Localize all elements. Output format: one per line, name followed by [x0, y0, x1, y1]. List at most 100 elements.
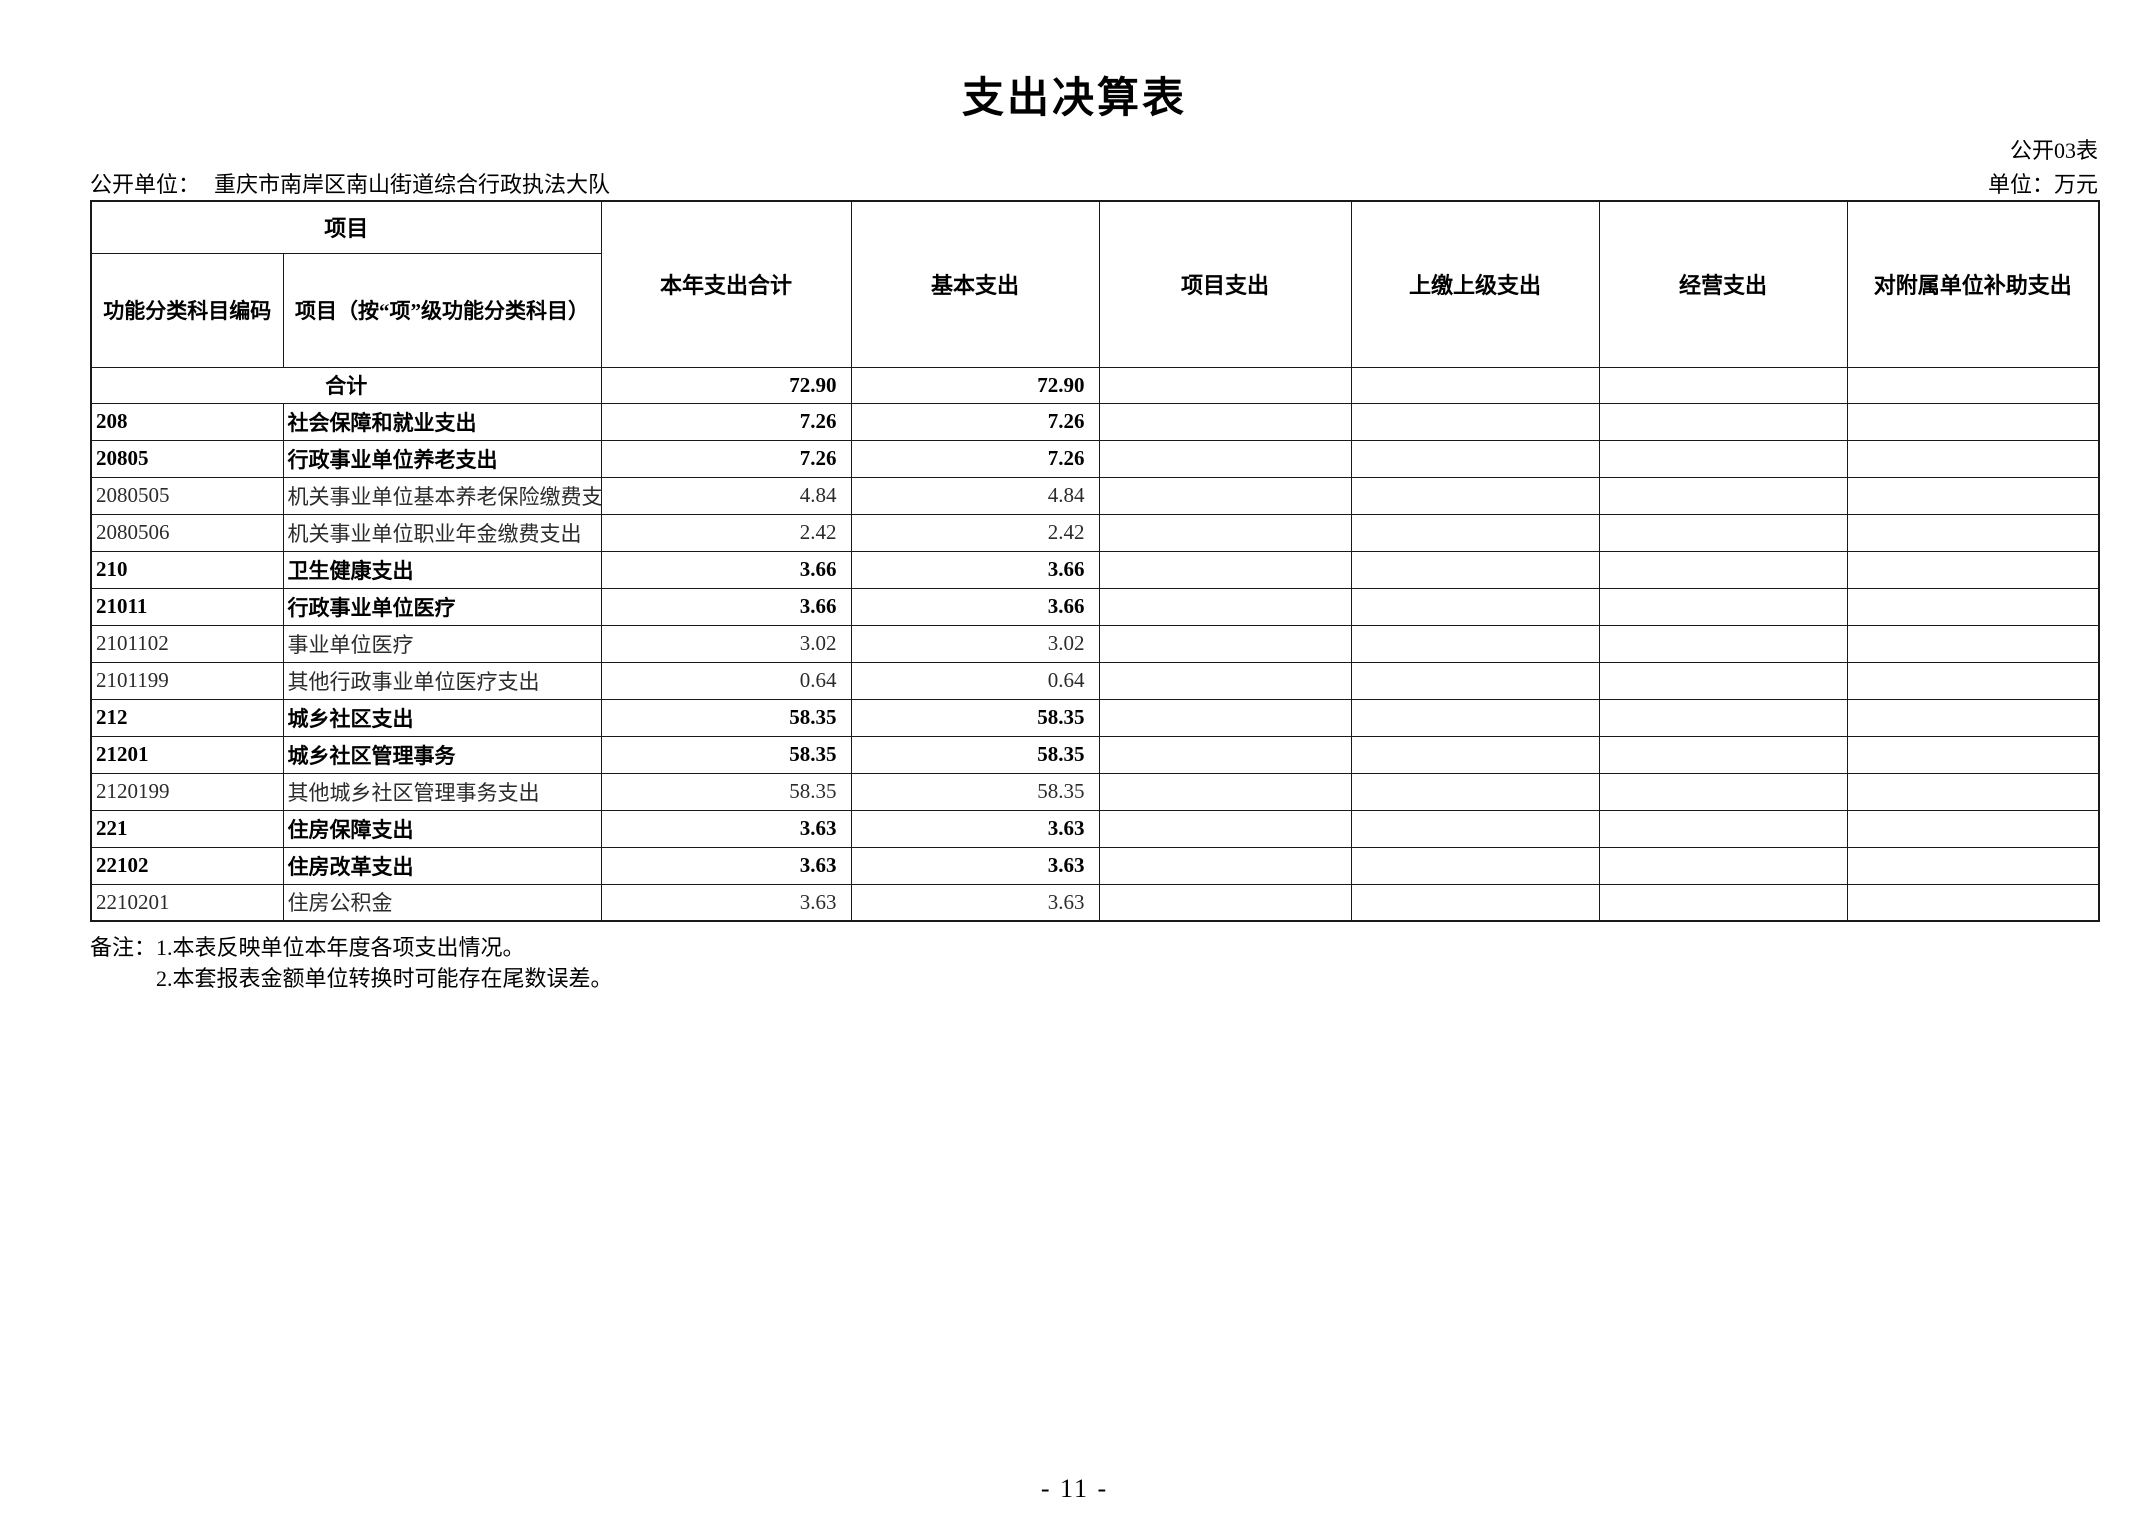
- row-name: 合计: [90, 366, 602, 404]
- row-total-value: 3.66: [600, 550, 852, 589]
- header-operating-expenditure: 经营支出: [1598, 200, 1848, 368]
- row-basic-value: 0.64: [850, 661, 1100, 700]
- row-name: 事业单位医疗: [282, 624, 602, 663]
- row-upper-value: [1350, 366, 1600, 404]
- row-code: 21201: [90, 735, 284, 774]
- publishing-unit-name: 重庆市南岸区南山街道综合行政执法大队: [214, 172, 611, 197]
- table-row: 2101102 事业单位医疗 3.02 3.02: [90, 624, 2100, 663]
- table-header: 项目 本年支出合计 基本支出 项目支出 上缴上级支出 经营支出 对附属单位补助支…: [90, 200, 2100, 368]
- row-basic-value: 58.35: [850, 698, 1100, 737]
- table-code-label: 公开03表: [2009, 138, 2098, 163]
- row-project-value: [1098, 366, 1352, 404]
- row-operating-value: [1598, 439, 1848, 478]
- row-operating-value: [1598, 366, 1848, 404]
- row-basic-value: 4.84: [850, 476, 1100, 515]
- row-subsidy-value: [1846, 883, 2100, 922]
- header-item-name: 项目（按“项”级功能分类科目）: [282, 252, 602, 368]
- header-total-expenditure: 本年支出合计: [600, 200, 852, 368]
- row-upper-value: [1350, 735, 1600, 774]
- table-row: 210 卫生健康支出 3.66 3.66: [90, 550, 2100, 589]
- row-upper-value: [1350, 624, 1600, 663]
- row-project-value: [1098, 402, 1352, 441]
- row-total-value: 3.63: [600, 846, 852, 885]
- row-upper-value: [1350, 439, 1600, 478]
- row-operating-value: [1598, 661, 1848, 700]
- row-code: 2080506: [90, 513, 284, 552]
- header-project-expenditure: 项目支出: [1098, 200, 1352, 368]
- table-row: 2080506 机关事业单位职业年金缴费支出 2.42 2.42: [90, 513, 2100, 552]
- publishing-unit-line: 公开单位： 重庆市南岸区南山街道综合行政执法大队: [90, 172, 610, 198]
- row-basic-value: 3.66: [850, 550, 1100, 589]
- row-name: 其他城乡社区管理事务支出: [282, 772, 602, 811]
- row-total-value: 58.35: [600, 698, 852, 737]
- row-basic-value: 72.90: [850, 366, 1100, 404]
- row-subsidy-value: [1846, 661, 2100, 700]
- row-subsidy-value: [1846, 550, 2100, 589]
- row-subsidy-value: [1846, 587, 2100, 626]
- unit-label: 单位：万元: [1987, 172, 2098, 197]
- row-total-value: 3.63: [600, 809, 852, 848]
- header-project-group: 项目: [90, 200, 602, 254]
- table-row: 208 社会保障和就业支出 7.26 7.26: [90, 402, 2100, 441]
- row-upper-value: [1350, 550, 1600, 589]
- table-body: 合计 72.90 72.90 208 社会保障和就业支出 7.26 7.26 20805 行政事…: [90, 366, 2100, 922]
- row-upper-value: [1350, 809, 1600, 848]
- meta-row: 公开单位： 重庆市南岸区南山街道综合行政执法大队 单位：万元: [90, 172, 2098, 198]
- row-total-value: 2.42: [600, 513, 852, 552]
- row-project-value: [1098, 883, 1352, 922]
- row-project-value: [1098, 772, 1352, 811]
- row-total-value: 58.35: [600, 772, 852, 811]
- row-total-value: 4.84: [600, 476, 852, 515]
- row-project-value: [1098, 846, 1352, 885]
- row-operating-value: [1598, 772, 1848, 811]
- table-row: 20805 行政事业单位养老支出 7.26 7.26: [90, 439, 2100, 478]
- row-project-value: [1098, 661, 1352, 700]
- row-project-value: [1098, 735, 1352, 774]
- row-total-value: 3.02: [600, 624, 852, 663]
- row-name: 社会保障和就业支出: [282, 402, 602, 441]
- row-name: 住房公积金: [282, 883, 602, 922]
- row-basic-value: 7.26: [850, 402, 1100, 441]
- row-project-value: [1098, 476, 1352, 515]
- row-code: 2120199: [90, 772, 284, 811]
- row-subsidy-value: [1846, 439, 2100, 478]
- expenditure-table: 项目 本年支出合计 基本支出 项目支出 上缴上级支出 经营支出 对附属单位补助支…: [90, 200, 2101, 922]
- row-code: 2101102: [90, 624, 284, 663]
- row-total-value: 3.63: [600, 883, 852, 922]
- row-project-value: [1098, 624, 1352, 663]
- table-row-total: 合计 72.90 72.90: [90, 366, 2100, 404]
- table-row: 212 城乡社区支出 58.35 58.35: [90, 698, 2100, 737]
- row-upper-value: [1350, 661, 1600, 700]
- row-upper-value: [1350, 698, 1600, 737]
- row-code: 212: [90, 698, 284, 737]
- row-operating-value: [1598, 735, 1848, 774]
- row-total-value: 3.66: [600, 587, 852, 626]
- row-total-value: 7.26: [600, 439, 852, 478]
- row-project-value: [1098, 809, 1352, 848]
- row-code: 210: [90, 550, 284, 589]
- row-name: 其他行政事业单位医疗支出: [282, 661, 602, 700]
- row-subsidy-value: [1846, 846, 2100, 885]
- row-operating-value: [1598, 698, 1848, 737]
- row-project-value: [1098, 439, 1352, 478]
- row-operating-value: [1598, 587, 1848, 626]
- row-basic-value: 7.26: [850, 439, 1100, 478]
- row-name: 卫生健康支出: [282, 550, 602, 589]
- row-operating-value: [1598, 402, 1848, 441]
- row-subsidy-value: [1846, 402, 2100, 441]
- row-project-value: [1098, 550, 1352, 589]
- row-subsidy-value: [1846, 624, 2100, 663]
- row-operating-value: [1598, 550, 1848, 589]
- row-name: 行政事业单位养老支出: [282, 439, 602, 478]
- row-subsidy-value: [1846, 772, 2100, 811]
- row-code: 2101199: [90, 661, 284, 700]
- row-upper-value: [1350, 402, 1600, 441]
- row-project-value: [1098, 587, 1352, 626]
- table-row: 21201 城乡社区管理事务 58.35 58.35: [90, 735, 2100, 774]
- row-subsidy-value: [1846, 698, 2100, 737]
- note-line-1: 备注：1.本表反映单位本年度各项支出情况。: [90, 935, 525, 960]
- row-upper-value: [1350, 476, 1600, 515]
- row-operating-value: [1598, 476, 1848, 515]
- content-area: 公开03表 公开单位： 重庆市南岸区南山街道综合行政执法大队 单位：万元 项目: [90, 138, 2101, 994]
- row-basic-value: 3.63: [850, 883, 1100, 922]
